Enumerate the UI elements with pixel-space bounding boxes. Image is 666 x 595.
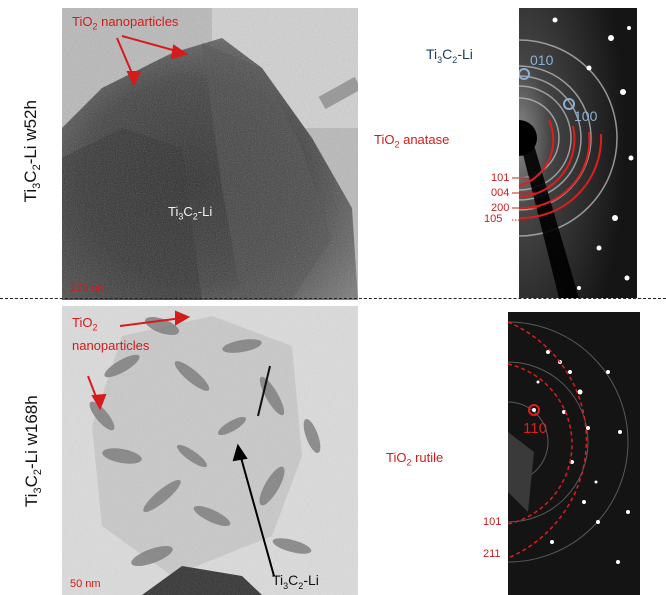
- row2-sample-label: Ti3C2-Li w168h: [21, 395, 45, 508]
- tem-particles-annotation-w52h: TiO2 nanoparticles: [72, 14, 179, 32]
- saed-phase-label-anatase: TiO2 anatase: [374, 132, 450, 150]
- saed-phase-label-rutile: TiO2 rutile: [386, 450, 444, 468]
- ring-leader-lines-anatase: [512, 177, 538, 221]
- saed-spot-label-100: 100: [574, 108, 598, 124]
- tem-scale-bar-w168h: 50 nm: [70, 578, 101, 590]
- row-divider: [0, 298, 666, 299]
- saed-spot-label-010: 010: [530, 52, 554, 68]
- row1-sample-label: Ti3C2-Li w52h: [20, 100, 44, 203]
- ring-label-211-rutile: 211: [483, 548, 501, 560]
- tem-particles-annotation-w168h: TiO2 nanoparticles: [72, 315, 150, 353]
- tem-arrows-w168h: [87, 310, 275, 577]
- saed-spot-label-110: 110: [523, 420, 547, 437]
- ring-label-101-anatase: 101: [491, 172, 510, 184]
- tem-image-w52h: [62, 8, 358, 300]
- ring-label-200-anatase: 200: [491, 202, 510, 214]
- tem-sheet-label-w168h: Ti3C2-Li: [272, 572, 319, 591]
- tem-arrows-w52h: [116, 35, 189, 87]
- tem-sheet-label-w52h: Ti3C2-Li: [168, 204, 213, 222]
- tem-scale-bar-w52h: 100 nm: [70, 282, 107, 294]
- saed-pattern-anatase: [519, 8, 637, 298]
- saed-sample-tag-w52h: Ti3C2-Li: [426, 46, 473, 65]
- tem-image-w168h: [62, 306, 358, 595]
- saed-pattern-rutile: [508, 312, 640, 595]
- ring-label-105-anatase: 105: [484, 213, 503, 225]
- ring-label-101-rutile: 101: [483, 516, 502, 528]
- ring-label-004-anatase: 004: [491, 187, 510, 199]
